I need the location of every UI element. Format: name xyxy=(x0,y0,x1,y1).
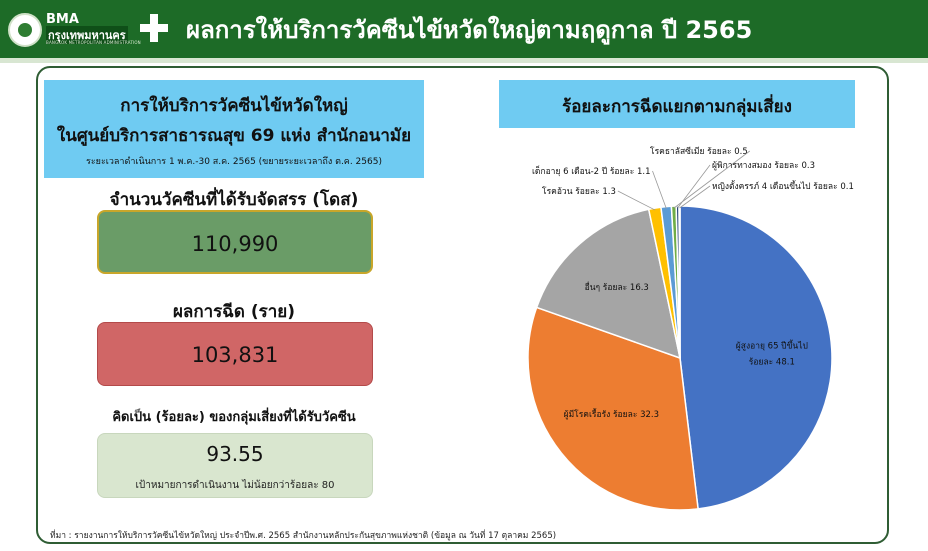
service-title-box: การให้บริการวัคซีนไข้หวัดใหญ่ ในศูนย์บริ… xyxy=(44,80,424,178)
pie-label-pregnant: หญิงตั้งครรภ์ 4 เดือนขึ้นไป ร้อยละ 0.1 xyxy=(712,180,854,192)
pie-label-obesity-leader xyxy=(617,190,656,211)
service-title-line2: ในศูนย์บริการสาธารณสุข 69 แห่ง สำนักอนาม… xyxy=(56,126,412,146)
pie-label-elderly-line2: ร้อยละ 48.1 xyxy=(749,357,795,368)
pie-slice-2 xyxy=(535,208,682,360)
pie-label-infant-leader xyxy=(652,170,667,209)
percent-value: 93.55 xyxy=(206,442,264,466)
pie-label-other: อื่นๆ ร้อยละ 16.3 xyxy=(585,281,649,293)
result-label: ผลการฉีด (ราย) xyxy=(172,302,296,322)
pie-label-infant: เด็กอายุ 6 เดือน-2 ปี ร้อยละ 1.1 xyxy=(532,165,651,177)
pie-slice-0 xyxy=(679,205,833,510)
header-bar: BMA กรุงเทพมหานคร BANGKOK METROPOLITAN A… xyxy=(0,0,928,58)
source-note: ที่มา : รายงานการให้บริการวัคซีนไข้หวัดใ… xyxy=(50,531,557,541)
doses-label: จำนวนวัคซีนที่ได้รับจัดสรร (โดส) xyxy=(109,190,359,210)
doses-box: 110,990 xyxy=(97,210,373,274)
chart-title-box: ร้อยละการฉีดแยกตามกลุ่มเสี่ยง xyxy=(499,80,855,128)
pie-label-thalassemia: โรคธาลัสซีเมีย ร้อยละ 0.5 xyxy=(650,146,748,157)
pie-label-obesity: โรคอ้วน ร้อยละ 1.3 xyxy=(542,186,616,197)
pie-label-thalassemia-leader xyxy=(673,150,751,209)
result-value: 103,831 xyxy=(191,343,279,367)
service-title-line1: การให้บริการวัคซีนไข้หวัดใหญ่ xyxy=(120,96,348,116)
logo-th-text: กรุงเทพมหานคร xyxy=(46,26,128,44)
doses-value: 110,990 xyxy=(191,232,279,256)
page-title: ผลการให้บริการวัคซีนไข้หวัดใหญ่ตามฤดูกาล… xyxy=(186,16,753,44)
pie-label-pregnant-leader xyxy=(679,185,711,209)
result-box: 103,831 xyxy=(97,322,373,386)
pie-label-disabled: ผู้พิการทางสมอง ร้อยละ 0.3 xyxy=(712,160,815,171)
percent-box: 93.55 เป้าหมายการดำเนินงาน ไม่น้อยกว่าร้… xyxy=(97,433,373,498)
logo-en-text: BMA xyxy=(46,12,79,27)
header-divider xyxy=(0,58,928,63)
pie-label-elderly-line1: ผู้สูงอายุ 65 ปีขึ้นไป xyxy=(736,340,808,352)
pie-slice-1 xyxy=(527,306,699,511)
pie-slice-7 xyxy=(678,205,681,359)
logo-sub-text: BANGKOK METROPOLITAN ADMINISTRATION xyxy=(46,40,141,45)
bma-logo-icon xyxy=(8,13,42,47)
pie-label-disabled-leader xyxy=(677,164,711,209)
pie-label-chronic: ผู้มีโรคเรื้อรัง ร้อยละ 32.3 xyxy=(564,408,659,420)
chart-title: ร้อยละการฉีดแยกตามกลุ่มเสี่ยง xyxy=(562,97,792,117)
medical-cross-icon xyxy=(140,14,168,42)
target-text: เป้าหมายการดำเนินงาน ไม่น้อยกว่าร้อยละ 8… xyxy=(135,480,335,491)
percent-label: คิดเป็น (ร้อยละ) ของกลุ่มเสี่ยงที่ได้รับ… xyxy=(112,410,356,425)
service-period: ระยะเวลาดำเนินการ 1 พ.ค.-30 ส.ค. 2565 (ข… xyxy=(86,157,382,167)
